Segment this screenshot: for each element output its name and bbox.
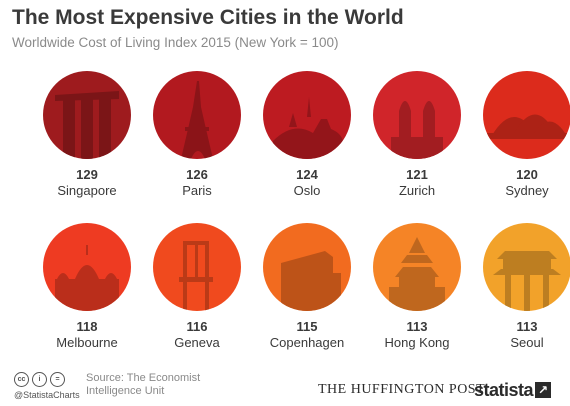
city-circle (153, 223, 241, 311)
city-circle (263, 223, 351, 311)
city-index-value: 118 (76, 319, 98, 334)
source-text: Source: The Economist Intelligence Unit (86, 372, 206, 398)
city-circle (373, 223, 461, 311)
attribution-icon: i (32, 372, 47, 387)
footer: cc i = @StatistaCharts Source: The Econo… (0, 366, 570, 406)
source-line-1: Source: The Economist (86, 372, 201, 384)
city-index-value: 116 (186, 319, 208, 334)
city-paris: 126 Paris (142, 71, 252, 198)
city-circle (373, 71, 461, 159)
city-singapore: 129 Singapore (32, 71, 142, 198)
copenhagen-building-icon (281, 251, 341, 311)
chart-subtitle: Worldwide Cost of Living Index 2015 (New… (12, 35, 339, 50)
city-circle (43, 71, 131, 159)
korean-gate-icon (493, 251, 561, 311)
city-name: Seoul (510, 335, 544, 350)
city-name: Hong Kong (384, 335, 450, 350)
creative-commons-icon: cc (14, 372, 29, 387)
chart-title: The Most Expensive Cities in the World (12, 6, 404, 29)
sydney-opera-house-icon (487, 114, 567, 139)
city-index-value: 121 (406, 167, 428, 182)
huffington-post-logo: THE HUFFINGTON POST (318, 382, 486, 397)
city-oslo: 124 Oslo (252, 71, 362, 198)
melbourne-building-icon (55, 245, 119, 311)
city-index-value: 124 (296, 167, 318, 182)
eiffel-tower-icon (181, 81, 213, 159)
statista-wordmark: statista (474, 379, 534, 400)
city-circle (153, 71, 241, 159)
city-name: Copenhagen (269, 335, 345, 350)
temple-of-heaven-icon (389, 237, 445, 311)
statista-logo: statista ↗ (474, 378, 552, 402)
city-name: Geneva (174, 335, 220, 350)
city-circle (483, 71, 570, 159)
city-circle (43, 223, 131, 311)
city-circle (483, 223, 570, 311)
city-hong-kong: 113 Hong Kong (362, 223, 472, 350)
city-name: Melbourne (56, 335, 118, 350)
license-icons: cc i = (14, 372, 65, 387)
geneva-chair-icon (179, 241, 213, 311)
no-derivatives-icon: = (50, 372, 65, 387)
city-copenhagen: 115 Copenhagen (252, 223, 362, 350)
city-index-value: 113 (516, 319, 538, 334)
city-name: Sydney (505, 183, 549, 198)
city-index-value: 115 (296, 319, 318, 334)
city-sydney: 120 Sydney (472, 71, 570, 198)
city-name: Zurich (398, 183, 436, 198)
cities-grid: 129 Singapore 126 Paris 124 Oslo 121 Zurich 120 S… (32, 71, 570, 350)
city-zurich: 121 Zurich (362, 71, 472, 198)
statista-arrow-icon: ↗ (535, 382, 552, 398)
oslo-opera-icon (273, 97, 343, 159)
source-line-2: Intelligence Unit (86, 385, 165, 397)
city-name: Oslo (293, 183, 321, 198)
city-index-value: 113 (406, 319, 428, 334)
statista-handle: @StatistaCharts (14, 390, 80, 400)
grossmunster-icon (391, 101, 443, 159)
city-index-value: 120 (516, 167, 538, 182)
city-name: Singapore (57, 183, 117, 198)
city-geneva: 116 Geneva (142, 223, 252, 350)
city-index-value: 129 (76, 167, 98, 182)
city-index-value: 126 (186, 167, 208, 182)
city-circle (263, 71, 351, 159)
marina-bay-sands-icon (55, 91, 119, 159)
city-melbourne: 118 Melbourne (32, 223, 142, 350)
city-name: Paris (182, 183, 212, 198)
city-seoul: 113 Seoul (472, 223, 570, 350)
